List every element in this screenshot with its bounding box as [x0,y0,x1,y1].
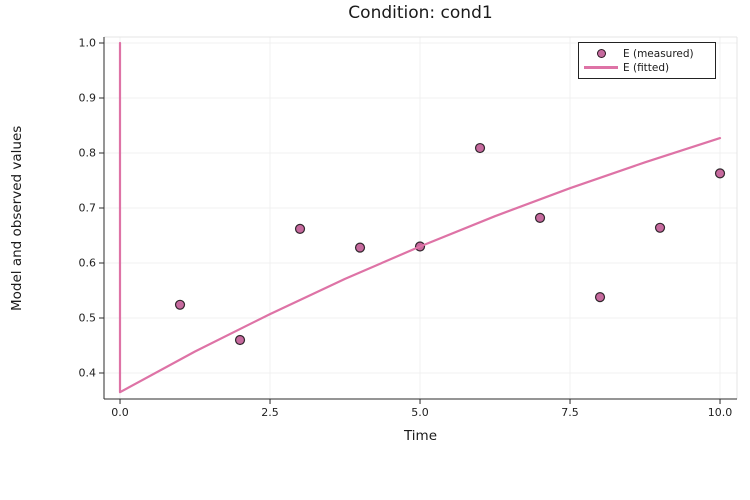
fitted-line [118,41,722,394]
legend: E (measured) E (fitted) [578,42,716,79]
data-point [294,223,306,234]
y-tick-label: 1.0 [79,36,97,49]
legend-entry-measured: E (measured) [579,47,715,60]
y-tick-label: 0.9 [79,91,97,104]
x-axis-label: Time [403,428,438,444]
x-tick-label: 5.0 [411,406,429,419]
legend-label-measured: E (measured) [623,47,694,60]
data-point [234,334,246,346]
y-tick-label: 0.8 [79,146,97,159]
x-tick-label: 10.0 [708,406,733,419]
data-point [594,291,606,303]
line-symbol-icon [584,66,618,69]
y-tick-label: 0.6 [79,256,97,269]
x-tick-label: 0.0 [111,406,129,419]
data-point [534,212,546,223]
data-point [474,142,486,154]
legend-symbol-cell [579,66,623,69]
data-point [654,222,666,233]
y-tick-label: 0.4 [79,366,97,379]
x-tick-label: 7.5 [561,406,579,419]
legend-label-fitted: E (fitted) [623,61,670,74]
y-tick-label: 0.5 [79,311,97,324]
chart-title: Condition: cond1 [348,3,493,23]
data-point [174,299,186,310]
data-point [714,168,726,179]
y-tick-label: 0.7 [79,201,97,214]
legend-symbol-cell [579,49,623,58]
scatter-marker-icon [596,49,606,58]
legend-entry-fitted: E (fitted) [579,61,715,74]
data-point [354,242,366,253]
x-tick-label: 2.5 [261,406,279,419]
